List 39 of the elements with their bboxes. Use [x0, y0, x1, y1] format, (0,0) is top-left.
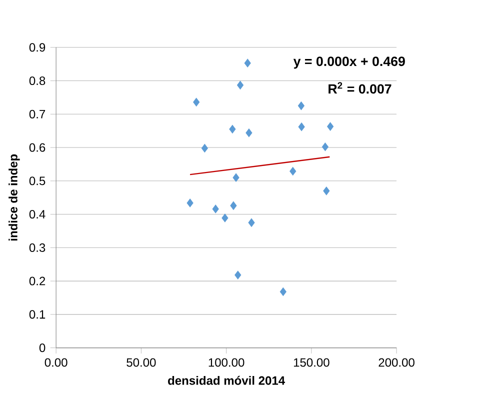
point	[193, 98, 200, 107]
point	[201, 144, 208, 153]
point	[323, 186, 330, 196]
annotation: y = 0.000x + 0.469	[293, 56, 405, 69]
y-tick-label: 0.1	[29, 310, 46, 319]
y-tick-label: 0.6	[29, 143, 46, 152]
point	[212, 204, 219, 214]
y-tick-label: 0.5	[29, 176, 46, 186]
x-tick-label: 100.00	[208, 358, 244, 367]
point	[236, 81, 244, 90]
point	[246, 128, 252, 138]
y-tick-label: 0.9	[29, 43, 46, 52]
x-tick-label: 150.00	[294, 358, 330, 367]
x-axis-title: densidad móvil 2014	[168, 376, 286, 386]
y-tick-label: 0.3	[29, 244, 46, 252]
point	[298, 122, 305, 132]
point	[327, 122, 334, 131]
point	[248, 218, 255, 228]
x-tick-label: 50.00	[126, 358, 156, 367]
y-tick-label: 0.8	[29, 76, 46, 86]
y-tick-label: 0.2	[29, 277, 46, 286]
point	[322, 142, 328, 152]
x-tick-label: 0.00	[44, 358, 68, 367]
point	[222, 214, 228, 222]
x-tick-label: 200.00	[378, 358, 414, 367]
point	[298, 102, 304, 110]
y-tick-label: 0	[39, 344, 46, 352]
point	[232, 174, 240, 182]
point	[234, 270, 242, 280]
y-tick-label: 0.7	[29, 110, 46, 119]
annotation: R$^{2}$ = 0.007	[328, 82, 392, 94]
point	[280, 288, 286, 296]
y-tick-label: 0.4	[29, 210, 46, 219]
point	[229, 125, 236, 134]
y-axis-title: indice de indep	[8, 154, 20, 241]
point	[290, 167, 296, 176]
point	[230, 202, 237, 210]
point	[244, 59, 251, 68]
point	[186, 198, 194, 208]
